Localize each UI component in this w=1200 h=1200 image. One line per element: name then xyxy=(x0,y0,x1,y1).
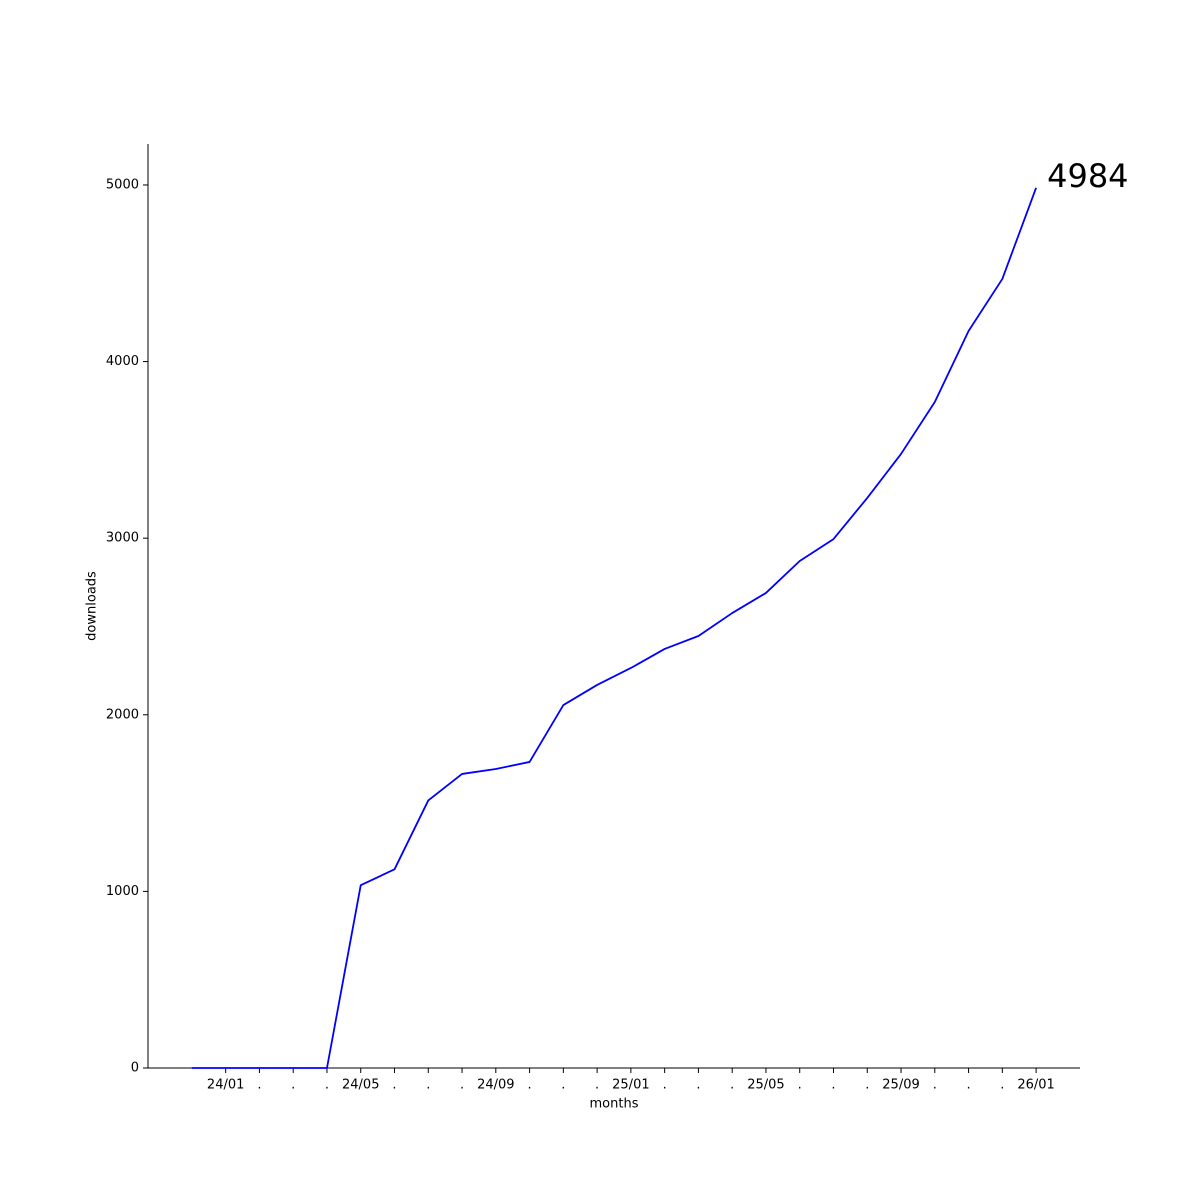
x-tick-label: 24/01 xyxy=(207,1078,244,1093)
x-axis-title: months xyxy=(590,1097,639,1112)
x-tick-label: . xyxy=(966,1078,970,1093)
x-tick-label: . xyxy=(595,1078,599,1093)
x-tick-label: . xyxy=(663,1078,667,1093)
x-tick-label: . xyxy=(392,1078,396,1093)
value-label: 4984 xyxy=(1047,157,1128,195)
y-tick-label: 1000 xyxy=(106,884,139,899)
y-tick-label: 0 xyxy=(131,1061,139,1076)
line xyxy=(191,187,1037,1069)
x-tick-label: 24/05 xyxy=(342,1078,379,1093)
x-tick-label: . xyxy=(933,1078,937,1093)
x-tick-label: . xyxy=(730,1078,734,1093)
y-axis-title: downloads xyxy=(85,571,100,641)
x-tick-label: 26/01 xyxy=(1017,1078,1054,1093)
y-tick-label: 2000 xyxy=(106,707,139,722)
x-tick-label: . xyxy=(291,1078,295,1093)
x-tick-label: 25/09 xyxy=(882,1078,919,1093)
y-tick-label: 3000 xyxy=(106,531,139,546)
x-tick-label: . xyxy=(426,1078,430,1093)
x-tick-label: . xyxy=(798,1078,802,1093)
x-tick-label: . xyxy=(865,1078,869,1093)
x-tick-label: 25/01 xyxy=(612,1078,649,1093)
x-tick-label: . xyxy=(257,1078,261,1093)
x-tick-label: 25/05 xyxy=(747,1078,784,1093)
x-tick-label: . xyxy=(561,1078,565,1093)
x-tick-label: 24/09 xyxy=(477,1078,514,1093)
x-tick-label: . xyxy=(528,1078,532,1093)
x-tick-label: . xyxy=(1000,1078,1004,1093)
x-tick-label: . xyxy=(696,1078,700,1093)
x-tick-label: . xyxy=(460,1078,464,1093)
x-tick-label: . xyxy=(325,1078,329,1093)
x-tick-label: . xyxy=(831,1078,835,1093)
y-tick-label: 4000 xyxy=(106,354,139,369)
y-tick-label: 5000 xyxy=(106,177,139,192)
